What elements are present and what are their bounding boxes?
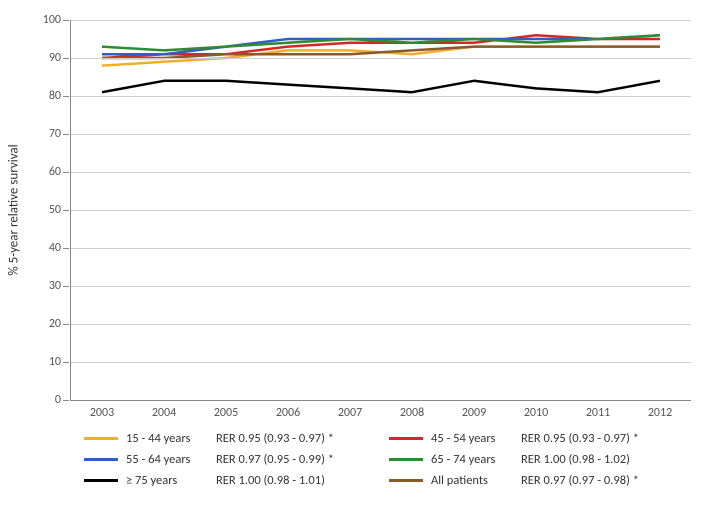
gridline (71, 210, 691, 211)
legend-label: 45 - 54 years (431, 431, 515, 446)
x-tick-label: 2006 (276, 406, 300, 420)
x-tick-label: 2005 (214, 406, 238, 420)
legend-item-all: All patientsRER 0.97 (0.97 - 0.98) * (385, 470, 690, 491)
gridline (71, 96, 691, 97)
legend-label: 65 - 74 years (431, 452, 515, 467)
y-tick-label: 50 (49, 203, 71, 217)
gridline (71, 134, 691, 135)
survival-line-chart: % 5-year relative survival 0102030405060… (0, 0, 722, 528)
legend-item-65-74: 65 - 74 yearsRER 1.00 (0.98 - 1.02) (385, 449, 690, 470)
legend-item-55-64: 55 - 64 yearsRER 0.97 (0.95 - 0.99) * (80, 449, 385, 470)
gridline (71, 20, 691, 21)
plot-area: 0102030405060708090100200320042005200620… (70, 20, 691, 401)
x-tick-label: 2004 (152, 406, 176, 420)
y-tick-label: 10 (49, 355, 71, 369)
series-75plus (102, 81, 660, 92)
legend-rer: RER 0.95 (0.93 - 0.97) * (210, 431, 334, 446)
legend-rer: RER 0.95 (0.93 - 0.97) * (515, 431, 639, 446)
legend-swatch (389, 458, 423, 461)
legend-label: 55 - 64 years (126, 452, 210, 467)
x-tick-label: 2003 (90, 406, 114, 420)
x-tick-label: 2007 (338, 406, 362, 420)
legend-rer: RER 1.00 (0.98 - 1.01) (210, 473, 325, 488)
legend-swatch (389, 479, 423, 482)
x-tick-label: 2011 (586, 406, 610, 420)
y-tick-label: 90 (49, 51, 71, 65)
legend-rer: RER 1.00 (0.98 - 1.02) (515, 452, 630, 467)
gridline (71, 172, 691, 173)
x-tick-label: 2008 (400, 406, 424, 420)
y-tick-label: 70 (49, 127, 71, 141)
y-tick-label: 80 (49, 89, 71, 103)
legend-item-75plus: ≥ 75 yearsRER 1.00 (0.98 - 1.01) (80, 470, 385, 491)
y-tick-label: 20 (49, 317, 71, 331)
legend-rer: RER 0.97 (0.95 - 0.99) * (210, 452, 334, 467)
legend-label: All patients (431, 473, 515, 488)
y-tick-label: 100 (43, 13, 71, 27)
x-tick-label: 2009 (462, 406, 486, 420)
legend-item-15-44: 15 - 44 yearsRER 0.95 (0.93 - 0.97) * (80, 428, 385, 449)
gridline (71, 248, 691, 249)
gridline (71, 286, 691, 287)
legend-swatch (84, 437, 118, 440)
gridline (71, 58, 691, 59)
y-axis-title: % 5-year relative survival (7, 144, 22, 275)
legend: 15 - 44 yearsRER 0.95 (0.93 - 0.97) *45 … (80, 428, 690, 491)
y-tick-label: 40 (49, 241, 71, 255)
x-tick-label: 2010 (524, 406, 548, 420)
legend-item-45-54: 45 - 54 yearsRER 0.95 (0.93 - 0.97) * (385, 428, 690, 449)
x-tick-label: 2012 (648, 406, 672, 420)
legend-rer: RER 0.97 (0.97 - 0.98) * (515, 473, 639, 488)
legend-swatch (84, 479, 118, 482)
legend-swatch (389, 437, 423, 440)
y-tick-label: 30 (49, 279, 71, 293)
y-tick-label: 0 (55, 393, 71, 407)
gridline (71, 362, 691, 363)
y-tick-label: 60 (49, 165, 71, 179)
legend-label: 15 - 44 years (126, 431, 210, 446)
legend-swatch (84, 458, 118, 461)
gridline (71, 324, 691, 325)
legend-label: ≥ 75 years (126, 473, 210, 488)
